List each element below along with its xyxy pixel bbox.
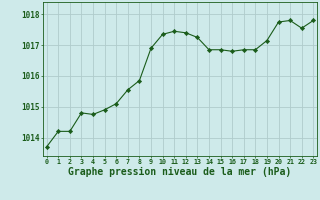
X-axis label: Graphe pression niveau de la mer (hPa): Graphe pression niveau de la mer (hPa)	[68, 167, 292, 177]
